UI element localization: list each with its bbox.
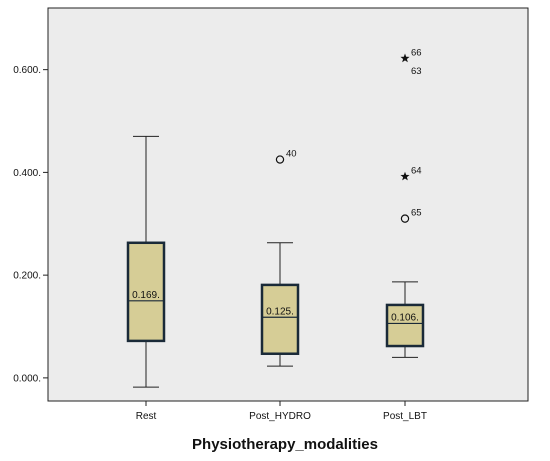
median-value-label: 0.169. [132,290,160,301]
iqr-box [385,303,425,348]
box-rest: 0.169. [126,135,166,388]
outlier-star-marker [400,53,410,63]
outliers-group: 40 66 63 64 65 [275,47,422,223]
iqr-box [260,283,300,355]
x-axis: Rest Post_HYDRO Post_LBT [136,401,427,422]
outlier-label: 66 [411,47,422,58]
x-axis-label: Physiotherapy_modalities [192,436,378,453]
outlier-65: 65 [400,208,422,223]
outlier-66: 66 [400,47,422,63]
outlier-63: 63 [411,66,422,77]
outlier-star-marker [400,171,410,181]
outlier-label: 63 [411,66,422,77]
outlier-label: 40 [286,149,297,160]
y-axis: 0.000. 0.200. 0.400. 0.600. [13,65,48,384]
outlier-label: 65 [411,208,422,219]
y-tick-label: 0.400. [13,168,41,179]
x-category-label: Post_HYDRO [249,411,311,422]
outlier-40: 40 [275,149,297,164]
iqr-box [126,241,166,343]
median-value-label: 0.125. [266,306,294,317]
median-value-label: 0.106. [391,312,419,323]
x-category-label: Rest [136,411,157,422]
outlier-circle-marker [400,214,410,223]
box-post-hydro: 0.125. [260,242,300,367]
x-category-label: Post_LBT [383,411,427,422]
y-tick-label: 0.600. [13,65,41,76]
outlier-label: 64 [411,166,422,177]
outlier-64: 64 [400,166,422,181]
outlier-circle-marker [275,155,285,164]
boxes-group: 0.169. 0.125. 0.106. [126,135,425,388]
y-tick-label: 0.200. [13,271,41,282]
box-post-lbt: 0.106. [385,281,425,358]
y-tick-label: 0.000. [13,373,41,384]
